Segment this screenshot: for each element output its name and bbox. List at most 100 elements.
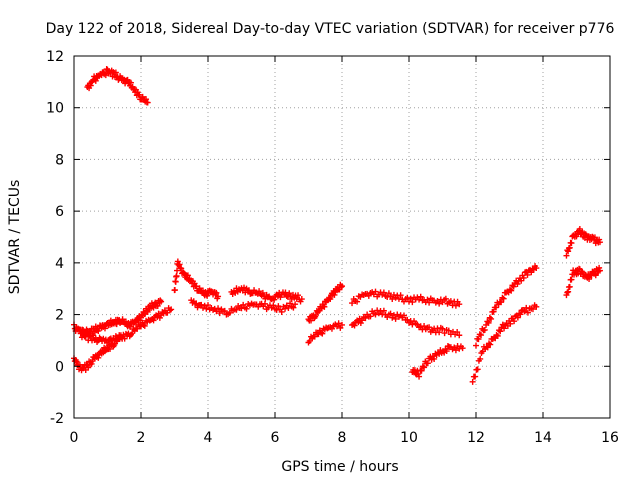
data-point <box>233 306 240 313</box>
data-point <box>213 289 220 296</box>
series-trace-15-16h <box>563 225 603 259</box>
data-point <box>205 302 211 309</box>
data-point <box>436 300 443 307</box>
data-point <box>421 323 428 330</box>
data-point <box>596 264 603 271</box>
data-point <box>565 288 572 295</box>
data-point <box>95 354 102 361</box>
data-point <box>101 325 108 332</box>
data-point <box>339 283 345 290</box>
data-point <box>520 274 527 281</box>
data-point <box>221 307 228 314</box>
data-point <box>104 339 111 346</box>
data-point <box>510 283 517 290</box>
data-point <box>417 293 424 300</box>
y-tick-label: -2 <box>50 411 64 427</box>
data-point <box>246 287 253 294</box>
data-point <box>533 303 540 310</box>
data-point <box>566 283 573 290</box>
data-point <box>339 321 345 328</box>
data-point <box>385 290 392 297</box>
data-point <box>290 304 297 311</box>
data-point <box>469 378 476 385</box>
data-point <box>592 272 599 279</box>
data-point <box>119 316 126 323</box>
data-points <box>71 66 603 385</box>
series-early-low <box>71 297 165 339</box>
data-point <box>568 276 575 283</box>
series-trace-8-11h <box>349 288 463 309</box>
data-point <box>158 298 165 305</box>
data-point <box>486 314 493 321</box>
data-point <box>367 313 374 320</box>
series-early-dip <box>71 332 124 374</box>
data-point <box>444 343 451 350</box>
data-point <box>380 289 387 296</box>
data-point <box>127 323 134 330</box>
data-point <box>176 261 183 268</box>
data-point <box>173 273 180 280</box>
data-point <box>456 301 463 308</box>
series-trace-12-14h <box>473 263 540 349</box>
y-tick-label: 10 <box>46 101 64 117</box>
x-tick-label: 12 <box>467 430 485 446</box>
data-point <box>498 299 505 306</box>
data-point <box>144 99 151 106</box>
data-point <box>136 91 143 98</box>
data-point <box>277 294 284 301</box>
data-point <box>362 315 369 322</box>
data-point <box>452 302 459 309</box>
data-point <box>441 330 448 337</box>
data-point <box>351 322 358 329</box>
data-point <box>140 321 147 328</box>
data-point <box>92 77 99 84</box>
data-point <box>490 308 497 315</box>
data-point <box>477 355 484 362</box>
data-point <box>259 289 266 296</box>
data-point <box>485 319 492 326</box>
data-point <box>256 288 263 295</box>
y-tick-label: 2 <box>55 308 64 324</box>
data-point <box>419 363 426 370</box>
data-point <box>472 373 479 380</box>
x-tick-label: 10 <box>400 430 418 446</box>
data-point <box>357 320 364 327</box>
data-point <box>238 305 245 312</box>
data-point <box>533 265 540 272</box>
series-trace-4-7h <box>188 297 299 318</box>
data-point <box>392 315 399 322</box>
data-point <box>215 293 222 300</box>
data-point <box>87 82 94 89</box>
data-point <box>524 271 531 278</box>
data-point <box>243 305 250 312</box>
data-point <box>494 332 501 339</box>
data-point <box>416 373 423 380</box>
data-point <box>359 317 366 324</box>
data-point <box>90 332 97 339</box>
data-point <box>172 278 179 285</box>
data-point <box>196 285 203 292</box>
data-point <box>436 329 443 336</box>
data-point <box>193 283 200 290</box>
data-point <box>389 296 396 303</box>
data-point <box>168 306 175 313</box>
y-tick-label: 6 <box>55 204 64 220</box>
data-point <box>286 290 293 297</box>
data-point <box>514 314 521 321</box>
data-point <box>475 336 482 343</box>
data-point <box>215 305 222 312</box>
data-point <box>565 248 572 255</box>
data-point <box>443 348 450 355</box>
data-point <box>372 311 379 318</box>
data-point <box>445 327 452 334</box>
data-point <box>328 325 335 332</box>
data-point <box>511 318 518 325</box>
data-point <box>150 317 157 324</box>
series-trace-4-7h-b <box>228 284 305 305</box>
data-point <box>380 307 387 314</box>
x-tick-label: 14 <box>534 430 552 446</box>
data-point <box>404 294 411 301</box>
data-point <box>271 296 278 303</box>
